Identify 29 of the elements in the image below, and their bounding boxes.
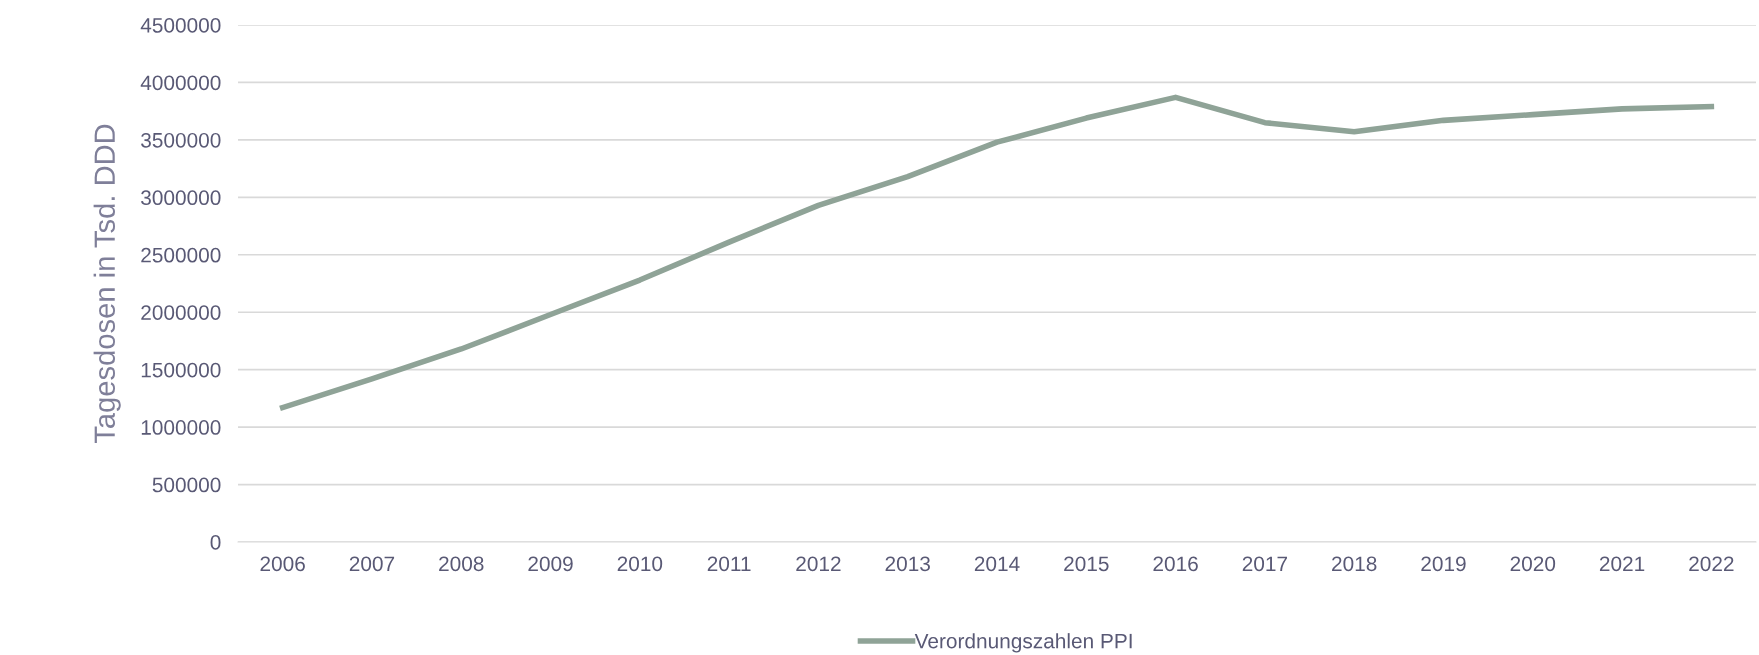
x-tick-label: 2011 <box>707 556 751 572</box>
x-tick-label: 2008 <box>439 556 484 572</box>
y-tick-label: 4000000 <box>140 75 221 91</box>
x-tick-label: 2022 <box>1689 556 1734 572</box>
y-tick-label: 2000000 <box>141 305 221 320</box>
y-axis-title: Tagesdosen in Tsd. DDD <box>93 124 121 444</box>
x-tick-label: 2016 <box>1153 556 1198 572</box>
x-tick-label: 2021 <box>1599 556 1645 572</box>
y-tick-label: 3500000 <box>141 132 221 148</box>
y-tick-label: 500000 <box>152 477 221 493</box>
x-tick-label: 2013 <box>885 556 930 572</box>
y-tick-label: 2500000 <box>141 247 221 263</box>
x-tick-label: 2015 <box>1064 556 1109 572</box>
x-tick-label: 2017 <box>1242 556 1288 572</box>
y-tick-label: 1000000 <box>141 420 221 435</box>
x-tick-label: 2010 <box>617 556 663 572</box>
x-tick-label: 2012 <box>796 556 841 572</box>
x-tick-label: 2018 <box>1332 556 1377 572</box>
x-tick-label: 2014 <box>974 556 1020 572</box>
y-tick-label: 1500000 <box>141 362 221 378</box>
x-tick-label: 2009 <box>528 556 573 572</box>
legend-label: Verordnungszahlen PPI <box>914 633 1132 653</box>
x-tick-label: 2006 <box>260 556 305 572</box>
x-tick-label: 2007 <box>349 556 395 572</box>
y-tick-label: 4500000 <box>140 18 221 33</box>
x-tick-label: 2019 <box>1421 556 1466 572</box>
y-tick-label: 0 <box>210 535 221 550</box>
y-tick-label: 3000000 <box>141 190 221 206</box>
x-tick-label: 2020 <box>1510 556 1556 572</box>
